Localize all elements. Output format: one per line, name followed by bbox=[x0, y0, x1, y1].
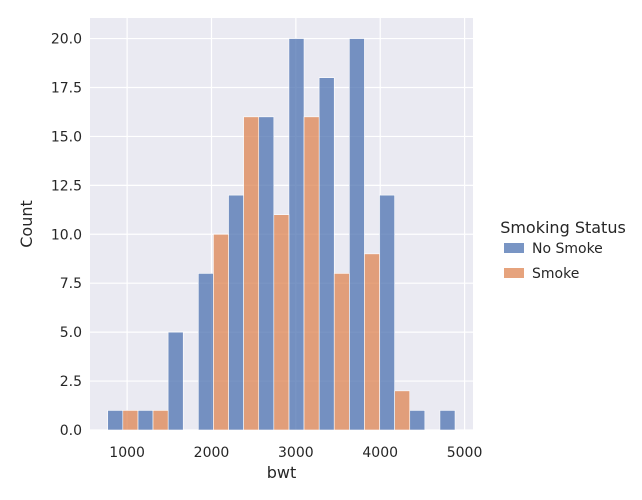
legend-item-no-smoke: No Smoke bbox=[504, 241, 603, 257]
bar-no-smoke bbox=[409, 410, 426, 431]
y-tick-labels: 0.0 2.5 5.0 7.5 10.0 12.5 15.0 17.5 20.0 bbox=[51, 32, 82, 439]
legend-label-no-smoke: No Smoke bbox=[532, 241, 603, 257]
bar-smoke bbox=[273, 214, 290, 431]
legend-label-smoke: Smoke bbox=[532, 266, 579, 282]
bar-smoke bbox=[213, 233, 229, 431]
bar-no-smoke bbox=[379, 194, 395, 431]
x-tick-label: 4000 bbox=[362, 445, 398, 461]
bar-no-smoke bbox=[349, 38, 365, 431]
y-tick-label: 12.5 bbox=[51, 178, 82, 194]
legend-swatch-no-smoke bbox=[504, 243, 524, 253]
bars bbox=[107, 38, 456, 431]
bar-no-smoke bbox=[167, 331, 184, 431]
legend-item-smoke: Smoke bbox=[504, 266, 579, 282]
x-tick-label: 1000 bbox=[109, 445, 145, 461]
y-tick-label: 7.5 bbox=[60, 276, 82, 292]
legend: Smoking Status No Smoke Smoke bbox=[500, 218, 626, 282]
bar-smoke bbox=[243, 116, 260, 431]
y-tick-label: 10.0 bbox=[51, 227, 82, 243]
bar-no-smoke bbox=[137, 410, 154, 431]
bar-smoke bbox=[152, 410, 169, 431]
bar-smoke bbox=[364, 253, 380, 431]
y-tick-label: 15.0 bbox=[51, 129, 82, 145]
x-tick-label: 2000 bbox=[194, 445, 230, 461]
y-tick-label: 17.5 bbox=[51, 80, 82, 96]
y-tick-label: 0.0 bbox=[60, 423, 82, 439]
x-tick-label: 3000 bbox=[278, 445, 314, 461]
x-tick-label: 5000 bbox=[447, 445, 483, 461]
bar-no-smoke bbox=[288, 38, 305, 431]
legend-title: Smoking Status bbox=[500, 218, 626, 237]
bar-smoke bbox=[394, 390, 411, 431]
x-tick-labels: 1000 2000 3000 4000 5000 bbox=[109, 445, 482, 461]
y-tick-label: 20.0 bbox=[51, 32, 82, 48]
x-axis-label: bwt bbox=[267, 463, 297, 482]
y-tick-label: 5.0 bbox=[60, 325, 82, 341]
bar-smoke bbox=[303, 116, 320, 431]
bar-no-smoke bbox=[258, 116, 275, 431]
bar-no-smoke bbox=[228, 194, 244, 431]
bar-smoke bbox=[333, 273, 350, 431]
y-tick-label: 2.5 bbox=[60, 374, 82, 390]
bar-no-smoke bbox=[107, 410, 124, 431]
y-axis-label: Count bbox=[17, 200, 36, 248]
bar-no-smoke bbox=[439, 410, 456, 431]
bar-smoke bbox=[122, 410, 139, 431]
bar-no-smoke bbox=[198, 273, 214, 431]
bar-no-smoke bbox=[318, 77, 335, 431]
legend-swatch-smoke bbox=[504, 268, 524, 278]
